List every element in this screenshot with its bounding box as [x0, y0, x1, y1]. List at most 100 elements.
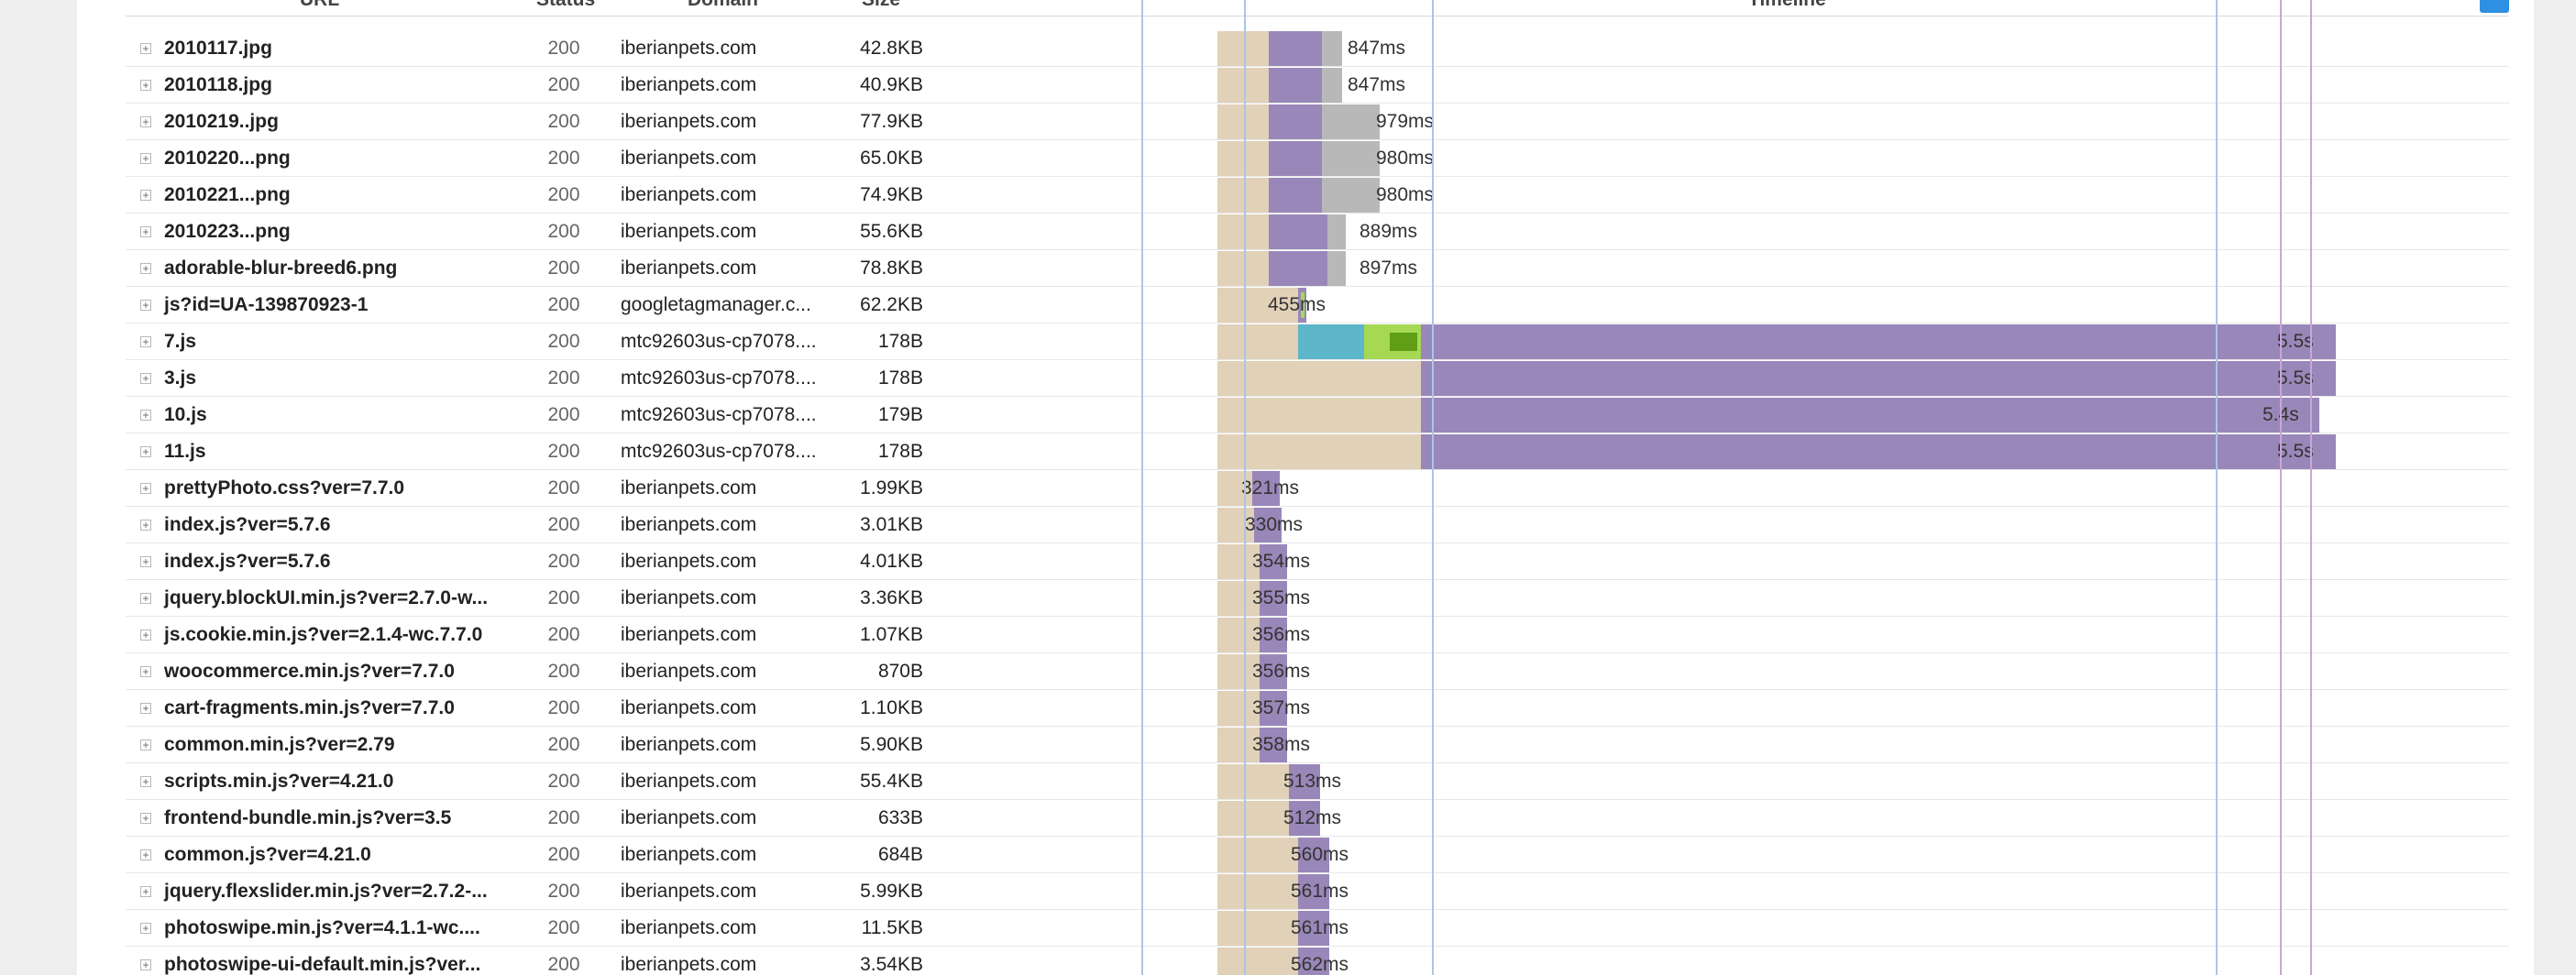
timeline-bar-cached: [1327, 214, 1346, 249]
timeline-bar-receive: [1269, 141, 1322, 176]
request-url: cart-fragments.min.js?ver=7.7.0: [164, 697, 455, 718]
expand-icon[interactable]: +: [140, 923, 151, 934]
expand-icon[interactable]: +: [140, 739, 151, 750]
col-header-status[interactable]: Status: [536, 0, 595, 11]
request-size: 179B: [877, 404, 923, 425]
request-domain: iberianpets.com: [621, 844, 757, 865]
col-header-url[interactable]: URL: [300, 0, 339, 11]
table-row[interactable]: + frontend-bundle.min.js?ver=3.5 200 iberia…: [126, 800, 2534, 837]
request-duration: 455ms: [1268, 294, 1327, 315]
expand-icon[interactable]: +: [140, 43, 151, 54]
table-row[interactable]: + photoswipe-ui-default.min.js?ver... 200 i…: [126, 947, 2534, 975]
table-row[interactable]: + js?id=UA-139870923-1 200 googletagmanager…: [126, 287, 2534, 323]
row-divider: [126, 286, 2509, 287]
table-row[interactable]: +2010219..jpg 200 iberianpets.com 77.9KB 979…: [126, 104, 2534, 140]
request-duration: 5.5s: [2277, 441, 2314, 462]
table-row[interactable]: +2010118.jpg 200 iberianpets.com 40.9KB 847m…: [126, 67, 2534, 104]
expand-icon[interactable]: +: [140, 813, 151, 824]
expand-icon[interactable]: +: [140, 80, 151, 91]
expand-icon[interactable]: +: [140, 263, 151, 274]
expand-icon[interactable]: +: [140, 886, 151, 897]
request-url: 2010223...png: [164, 221, 291, 242]
table-row[interactable]: + jquery.flexslider.min.js?ver=2.7.2-... 2…: [126, 873, 2534, 910]
table-row[interactable]: +2010220...png 200 iberianpets.com 65.0KB 98…: [126, 140, 2534, 177]
expand-icon[interactable]: +: [140, 300, 151, 311]
waterfall-panel: URL Status Domain Size Timeline +2010117…: [77, 0, 2534, 975]
expand-icon[interactable]: +: [140, 666, 151, 677]
request-domain: iberianpets.com: [621, 184, 757, 205]
col-header-timeline[interactable]: Timeline: [1748, 0, 1826, 11]
table-row[interactable]: + js.cookie.min.js?ver=2.1.4-wc.7.7.0 200 i…: [126, 617, 2534, 653]
table-row[interactable]: +2010221...png 200 iberianpets.com 74.9KB 98…: [126, 177, 2534, 214]
expand-icon[interactable]: +: [140, 703, 151, 714]
request-duration: 889ms: [1360, 221, 1418, 242]
request-duration: 355ms: [1252, 587, 1311, 608]
request-status: 200: [547, 294, 580, 315]
table-row[interactable]: + photoswipe.min.js?ver=4.1.1-wc.... 200 ib…: [126, 910, 2534, 947]
expand-icon[interactable]: +: [140, 520, 151, 531]
table-row[interactable]: + common.min.js?ver=2.79 200 iberianpets.co…: [126, 727, 2534, 763]
request-url: adorable-blur-breed6.png: [164, 257, 398, 279]
table-row[interactable]: +11.js 200 mtc92603us-cp7078.... 178B 5.5s: [126, 433, 2534, 470]
request-size: 1.99KB: [860, 477, 923, 498]
expand-icon[interactable]: +: [140, 776, 151, 787]
table-row[interactable]: +2010223...png 200 iberianpets.com 55.6KB 88…: [126, 214, 2534, 250]
timeline-bar-cached: [1322, 141, 1380, 176]
table-row[interactable]: + index.js?ver=5.7.6 200 iberianpets.com 4.0…: [126, 543, 2534, 580]
table-row[interactable]: + cart-fragments.min.js?ver=7.7.0 200 iberi…: [126, 690, 2534, 727]
expand-icon[interactable]: +: [140, 226, 151, 237]
table-row[interactable]: + scripts.min.js?ver=4.21.0 200 iberianpets…: [126, 763, 2534, 800]
request-size: 3.54KB: [860, 954, 923, 975]
row-divider: [126, 579, 2509, 580]
request-status: 200: [547, 38, 580, 59]
request-duration: 513ms: [1283, 771, 1342, 792]
request-duration: 512ms: [1283, 807, 1342, 828]
table-row[interactable]: + index.js?ver=5.7.6 200 iberianpets.com 3.0…: [126, 507, 2534, 543]
table-row[interactable]: +3.js 200 mtc92603us-cp7078.... 178B 5.5s: [126, 360, 2534, 397]
expand-icon[interactable]: +: [140, 153, 151, 164]
request-domain: iberianpets.com: [621, 624, 757, 645]
col-header-size[interactable]: Size: [862, 0, 900, 11]
expand-icon[interactable]: +: [140, 190, 151, 201]
expand-icon[interactable]: +: [140, 593, 151, 604]
request-status: 200: [547, 917, 580, 938]
request-url: 2010221...png: [164, 184, 291, 205]
expand-icon[interactable]: +: [140, 483, 151, 494]
timeline-bar-receive: [1298, 838, 1329, 872]
table-row[interactable]: +2010117.jpg 200 iberianpets.com 42.8KB 847m…: [126, 30, 2534, 67]
expand-icon[interactable]: +: [140, 849, 151, 860]
timeline-bar-wait: [1217, 691, 1260, 726]
request-duration: 980ms: [1376, 148, 1435, 169]
expand-icon[interactable]: +: [140, 116, 151, 127]
timeline-bar-cached: [1322, 68, 1342, 103]
expand-icon[interactable]: +: [140, 630, 151, 641]
timeline-bar-wait: [1217, 838, 1298, 872]
row-divider: [126, 139, 2509, 140]
timeline-bar-wait: [1217, 398, 1421, 433]
table-row[interactable]: + jquery.blockUI.min.js?ver=2.7.0-w... 200…: [126, 580, 2534, 617]
table-row[interactable]: +7.js 200 mtc92603us-cp7078.... 178B 5.5s: [126, 323, 2534, 360]
expand-icon[interactable]: +: [140, 336, 151, 347]
timeline-bar-wait: [1217, 178, 1269, 213]
request-domain: iberianpets.com: [621, 661, 757, 682]
request-url: jquery.flexslider.min.js?ver=2.7.2-...: [164, 881, 488, 902]
timeline-bar-ssl: [1301, 292, 1305, 318]
expand-icon[interactable]: +: [140, 556, 151, 567]
expand-icon[interactable]: +: [140, 410, 151, 421]
request-duration: 354ms: [1252, 551, 1311, 572]
expand-icon[interactable]: +: [140, 446, 151, 457]
timeline-bar-receive: [1269, 214, 1327, 249]
table-row[interactable]: + woocommerce.min.js?ver=7.7.0 200 iberianp…: [126, 653, 2534, 690]
request-domain: iberianpets.com: [621, 917, 757, 938]
expand-icon[interactable]: +: [140, 373, 151, 384]
expand-icon[interactable]: +: [140, 959, 151, 970]
scroll-button[interactable]: [2480, 0, 2509, 13]
table-row[interactable]: + adorable-blur-breed6.png 200 iberianpets.…: [126, 250, 2534, 287]
table-row[interactable]: + common.js?ver=4.21.0 200 iberianpets.com 6…: [126, 837, 2534, 873]
request-url: 7.js: [164, 331, 197, 352]
table-row[interactable]: + prettyPhoto.css?ver=7.7.0 200 iberianpets…: [126, 470, 2534, 507]
col-header-domain[interactable]: Domain: [688, 0, 758, 11]
request-domain: iberianpets.com: [621, 477, 757, 498]
request-status: 200: [547, 881, 580, 902]
